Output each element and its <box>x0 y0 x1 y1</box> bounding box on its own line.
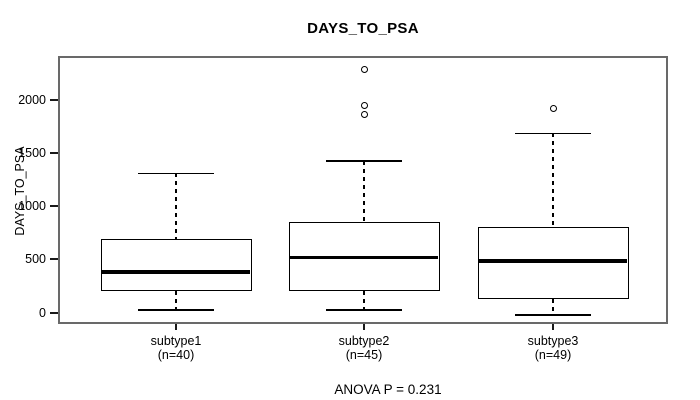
outlier-point <box>360 111 368 119</box>
x-category-count: (n=40) <box>157 348 195 362</box>
whisker-cap-upper <box>326 160 402 162</box>
y-tick-label: 1000 <box>18 199 46 214</box>
median-line <box>102 270 250 274</box>
whisker-upper <box>175 173 177 240</box>
outlier-point <box>549 105 557 112</box>
y-tick-label: 500 <box>25 252 46 267</box>
whisker-upper <box>552 133 554 227</box>
y-tick <box>50 205 58 208</box>
y-tick <box>50 152 58 155</box>
y-tick-label: 2000 <box>18 93 46 107</box>
y-tick <box>50 99 58 101</box>
x-tick <box>363 324 365 330</box>
x-category-name: subtype2 <box>338 334 390 348</box>
plot-frame <box>58 56 668 324</box>
y-tick-label: 1500 <box>18 146 46 161</box>
whisker-lower <box>175 291 177 310</box>
x-category-label: subtype2 (n=45) <box>339 334 390 362</box>
x-category-count: (n=45) <box>345 348 383 362</box>
outlier-point <box>360 65 368 73</box>
x-tick <box>552 324 554 330</box>
box-subtype1 <box>100 239 252 292</box>
median-line <box>290 255 438 259</box>
whisker-cap-lower <box>138 309 214 311</box>
chart-title: DAYS_TO_PSA <box>307 20 419 37</box>
whisker-lower <box>552 299 554 316</box>
y-tick-label: 0 <box>39 305 46 320</box>
outlier-point <box>360 102 368 110</box>
x-category-name: subtype3 <box>527 334 579 348</box>
whisker-cap-lower <box>515 314 591 316</box>
y-tick <box>50 311 58 314</box>
whisker-cap-upper <box>515 132 591 135</box>
x-category-label: subtype3 (n=49) <box>528 334 579 362</box>
whisker-lower <box>363 291 365 310</box>
whisker-upper <box>363 161 365 223</box>
x-category-label: subtype1 (n=40) <box>151 334 202 362</box>
median-line <box>479 259 627 263</box>
x-tick <box>175 324 177 330</box>
whisker-cap-upper <box>138 172 214 175</box>
y-tick <box>50 258 58 261</box>
whisker-cap-lower <box>326 309 402 311</box>
anova-annotation: ANOVA P = 0.231 <box>334 382 442 397</box>
x-category-count: (n=49) <box>534 348 572 362</box>
box-subtype3 <box>477 226 629 300</box>
x-category-name: subtype1 <box>150 334 202 348</box>
